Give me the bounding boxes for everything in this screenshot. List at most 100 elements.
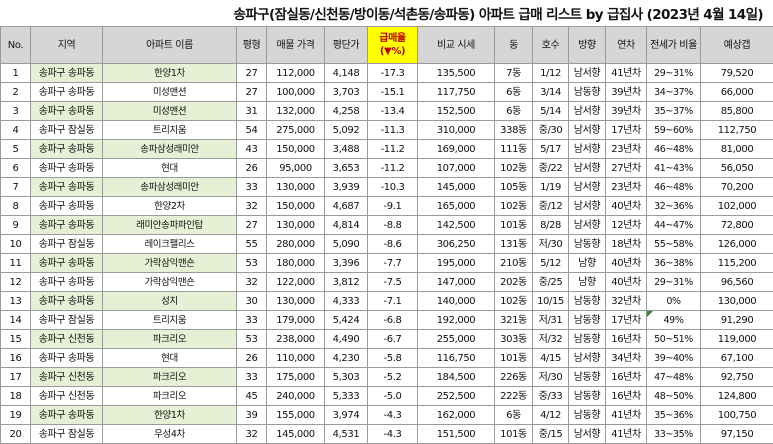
header-row: No. 지역 아파트 이름 평형 매물 가격 평단가 급매율 (▼%) 비교 시… bbox=[1, 27, 773, 64]
row-dong: 6동 bbox=[495, 102, 533, 121]
row-price-per-pyeong: 4,148 bbox=[325, 64, 368, 83]
row-region: 송파구 송파동 bbox=[31, 102, 103, 121]
row-size: 32 bbox=[237, 425, 267, 444]
row-direction: 남서향 bbox=[569, 102, 606, 121]
row-compare-price: 152,500 bbox=[418, 102, 495, 121]
row-price: 122,000 bbox=[267, 273, 325, 292]
row-apartment-name: 트리지움 bbox=[103, 311, 237, 330]
row-jeonse-ratio: 41~43% bbox=[647, 159, 701, 178]
row-expected-gap: 56,050 bbox=[701, 159, 773, 178]
row-age: 41년차 bbox=[606, 406, 647, 425]
row-price-per-pyeong: 5,303 bbox=[325, 368, 368, 387]
row-region: 송파구 잠실동 bbox=[31, 235, 103, 254]
row-apartment-name: 한양1차 bbox=[103, 64, 237, 83]
row-age: 39년차 bbox=[606, 102, 647, 121]
row-size: 30 bbox=[237, 292, 267, 311]
row-age: 41년차 bbox=[606, 64, 647, 83]
row-age: 16년차 bbox=[606, 387, 647, 406]
row-jeonse-ratio: 34~37% bbox=[647, 83, 701, 102]
row-no: 2 bbox=[1, 83, 31, 102]
row-dong: 102동 bbox=[495, 197, 533, 216]
header-no: No. bbox=[1, 27, 31, 64]
page-title: 송파구(잠실동/신천동/방이동/석촌동/송파동) 아파트 급매 리스트 by 급… bbox=[0, 0, 773, 26]
row-discount-rate: -7.5 bbox=[368, 273, 418, 292]
row-price: 130,000 bbox=[267, 292, 325, 311]
row-direction: 남동향 bbox=[569, 83, 606, 102]
row-age: 32년차 bbox=[606, 292, 647, 311]
row-no: 17 bbox=[1, 368, 31, 387]
row-dong: 321동 bbox=[495, 311, 533, 330]
row-expected-gap: 85,800 bbox=[701, 102, 773, 121]
row-jeonse-ratio: 35~37% bbox=[647, 102, 701, 121]
row-region: 송파구 송파동 bbox=[31, 292, 103, 311]
row-jeonse-ratio: 50~51% bbox=[647, 330, 701, 349]
row-jeonse-ratio: 47~48% bbox=[647, 368, 701, 387]
row-compare-price: 107,000 bbox=[418, 159, 495, 178]
row-discount-rate: -4.3 bbox=[368, 425, 418, 444]
row-direction: 남서향 bbox=[569, 159, 606, 178]
row-ho: 4/15 bbox=[533, 349, 569, 368]
row-jeonse-ratio: 29~31% bbox=[647, 64, 701, 83]
row-dong: 101동 bbox=[495, 216, 533, 235]
row-ho: 3/14 bbox=[533, 83, 569, 102]
header-expected-gap: 예상갭 bbox=[701, 27, 773, 64]
row-compare-price: 147,000 bbox=[418, 273, 495, 292]
row-ho: 1/19 bbox=[533, 178, 569, 197]
row-price: 155,000 bbox=[267, 406, 325, 425]
row-discount-rate: -11.2 bbox=[368, 159, 418, 178]
row-compare-price: 310,000 bbox=[418, 121, 495, 140]
row-expected-gap: 91,290 bbox=[701, 311, 773, 330]
row-age: 16년차 bbox=[606, 330, 647, 349]
row-price-per-pyeong: 4,687 bbox=[325, 197, 368, 216]
row-region: 송파구 송파동 bbox=[31, 254, 103, 273]
row-price: 95,000 bbox=[267, 159, 325, 178]
header-price: 매물 가격 bbox=[267, 27, 325, 64]
row-region: 송파구 송파동 bbox=[31, 159, 103, 178]
row-size: 33 bbox=[237, 368, 267, 387]
row-discount-rate: -4.3 bbox=[368, 406, 418, 425]
row-ho: 4/12 bbox=[533, 406, 569, 425]
row-price-per-pyeong: 4,230 bbox=[325, 349, 368, 368]
row-region: 송파구 신천동 bbox=[31, 368, 103, 387]
row-direction: 남동향 bbox=[569, 330, 606, 349]
row-expected-gap: 126,000 bbox=[701, 235, 773, 254]
row-expected-gap: 119,000 bbox=[701, 330, 773, 349]
row-expected-gap: 124,800 bbox=[701, 387, 773, 406]
row-ho: 저/32 bbox=[533, 330, 569, 349]
row-dong: 102동 bbox=[495, 292, 533, 311]
row-dong: 210동 bbox=[495, 254, 533, 273]
header-discount-rate: 급매율 (▼%) bbox=[368, 27, 418, 64]
row-size: 33 bbox=[237, 178, 267, 197]
row-jeonse-ratio: 36~38% bbox=[647, 254, 701, 273]
row-age: 17년차 bbox=[606, 311, 647, 330]
row-dong: 101동 bbox=[495, 425, 533, 444]
row-dong: 338동 bbox=[495, 121, 533, 140]
row-price-per-pyeong: 5,090 bbox=[325, 235, 368, 254]
row-region: 송파구 송파동 bbox=[31, 64, 103, 83]
row-age: 23년차 bbox=[606, 178, 647, 197]
row-dong: 131동 bbox=[495, 235, 533, 254]
row-size: 55 bbox=[237, 235, 267, 254]
row-no: 8 bbox=[1, 197, 31, 216]
row-direction: 남동향 bbox=[569, 387, 606, 406]
row-compare-price: 116,750 bbox=[418, 349, 495, 368]
row-region: 송파구 송파동 bbox=[31, 216, 103, 235]
row-region: 송파구 송파동 bbox=[31, 197, 103, 216]
row-size: 27 bbox=[237, 64, 267, 83]
row-apartment-name: 한양2차 bbox=[103, 197, 237, 216]
row-no: 4 bbox=[1, 121, 31, 140]
header-dong: 동 bbox=[495, 27, 533, 64]
row-no: 14 bbox=[1, 311, 31, 330]
row-ho: 5/12 bbox=[533, 254, 569, 273]
row-compare-price: 255,000 bbox=[418, 330, 495, 349]
row-no: 1 bbox=[1, 64, 31, 83]
row-discount-rate: -15.1 bbox=[368, 83, 418, 102]
row-no: 19 bbox=[1, 406, 31, 425]
row-apartment-name: 현대 bbox=[103, 349, 237, 368]
row-region: 송파구 송파동 bbox=[31, 140, 103, 159]
